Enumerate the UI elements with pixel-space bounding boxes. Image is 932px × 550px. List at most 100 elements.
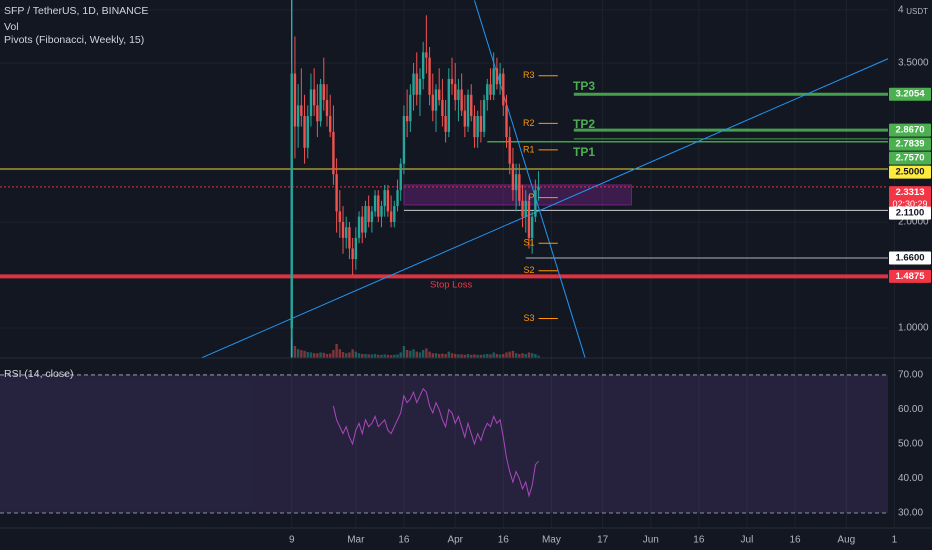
candle-body [335,174,338,212]
candle-body [412,73,415,95]
candle-body [338,211,342,222]
candle-body [492,68,495,95]
volume-bar [412,349,415,358]
pivot-label: R1 [523,144,535,154]
volume-bar [421,350,425,358]
volume-bar [373,354,377,358]
annotation: Stop Loss [430,280,472,291]
volume-bar [300,350,303,358]
volume-bar [463,354,467,358]
price-tag-label: 2.7839 [895,139,924,150]
x-tick-label: 16 [398,535,410,546]
candle-body [489,84,492,95]
volume-bar [530,353,534,358]
rsi-tick-label: 70.00 [898,370,923,381]
candle-body [524,200,527,217]
candle-body [357,216,361,238]
volume-bar [527,352,531,358]
volume-bar [460,354,463,358]
volume-bar [489,354,492,358]
volume-bar [296,349,300,358]
volume-bar [303,350,306,358]
candle-body [361,216,364,233]
candle-body [434,89,438,111]
candle-body [345,227,348,238]
candle-body [457,89,460,101]
candle-body [498,73,502,85]
candle-body [428,57,431,95]
volume-bar [338,349,342,358]
candle-body [354,237,358,260]
zone [403,184,633,206]
candle-body [476,115,479,138]
volume-bar [415,351,418,358]
candle-body [316,105,319,122]
chart-title: SFP / TetherUS, 1D, BINANCE [4,5,148,17]
candle-body [450,78,454,85]
price-tag [889,87,931,101]
volume-bar [476,354,479,358]
candle-body [418,78,422,95]
rsi-band [0,374,888,514]
volume-bar [534,354,537,358]
trendline [201,58,889,359]
volume-bar [437,354,441,358]
volume-bar [345,353,348,358]
candle-body [441,100,444,116]
candle-body [421,52,425,79]
candle-body [373,195,377,212]
pivot-label: P [529,192,535,202]
candle-body [393,206,396,222]
y-tick-label: 2.0000 [898,217,929,228]
candle-body [300,105,303,116]
candle-body [309,89,313,116]
volume-bar [316,353,319,358]
candle-body [396,190,399,207]
candle-body [479,115,483,132]
volume-bar [332,350,335,358]
candle-body [466,94,470,127]
volume-bar [380,354,383,358]
currency: USDT [906,7,928,16]
rsi-tick-label: 60.00 [898,404,923,415]
candle-body [447,78,451,132]
candle-body [415,73,418,95]
volume-bar [312,353,316,358]
price-tag-label: 2.5000 [895,167,924,178]
volume-bar [524,354,527,358]
annotation: TP2 [573,117,595,131]
candle-body [405,115,409,122]
x-tick-label: 17 [597,535,609,546]
candle-body [296,105,300,127]
volume-bar [508,351,511,358]
volume-bar [511,350,515,358]
volume-bar [367,354,370,358]
volume-bar [383,354,386,358]
volume-bar [482,354,486,358]
candle-body [530,216,534,238]
candle-body [470,94,473,116]
candle-body [351,248,354,260]
volume-bar [409,350,412,358]
pivot-label: S3 [524,313,535,323]
candle-body [332,131,335,175]
volume-bar [521,353,524,358]
volume-bar [399,352,402,358]
volume-bar [425,348,428,358]
volume-bar [473,354,476,358]
volume-bar [457,354,460,358]
price-tag-label: 3.2054 [895,89,925,100]
volume-bar [377,354,380,358]
candle-body [425,52,428,58]
candle-body [527,200,531,238]
volume-bar [518,354,521,358]
volume-bar [364,354,367,358]
price-tag [889,123,931,137]
x-tick-label: 9 [289,535,295,546]
volume-bar [361,354,364,358]
price-tag [889,137,931,151]
y-tick-label: 4 [898,5,904,16]
candle-body [322,84,325,101]
volume-bar [306,352,309,358]
